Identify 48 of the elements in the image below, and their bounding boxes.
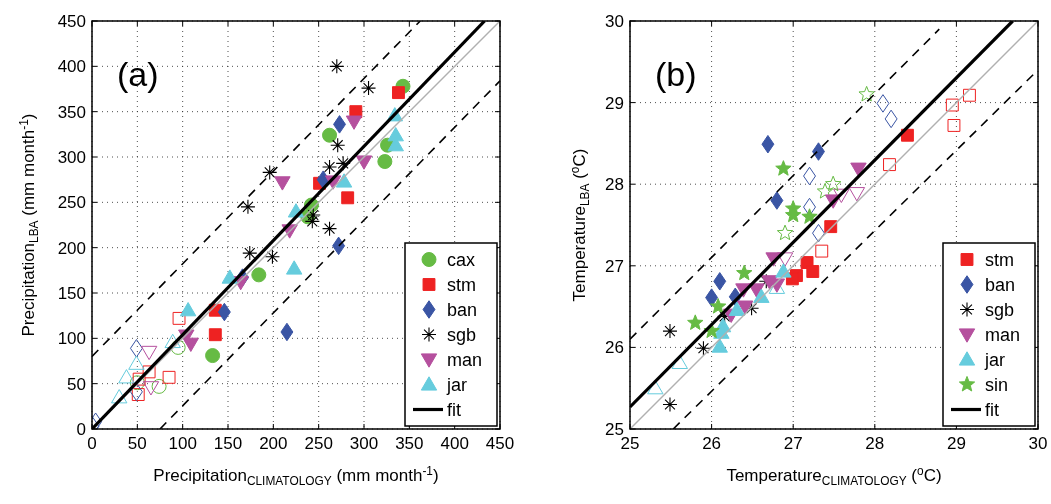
- y-tick-label: 450: [57, 12, 86, 31]
- x-tick-label: 300: [349, 434, 379, 453]
- y-tick-label: 0: [76, 420, 86, 439]
- x-tick-label: 28: [865, 434, 885, 453]
- y-tick-label: 200: [57, 238, 86, 258]
- x-tick-label: 200: [259, 434, 288, 453]
- legend-label: fit: [447, 399, 462, 420]
- x-tick-label: 100: [168, 434, 197, 453]
- legend-label: stm: [447, 274, 476, 295]
- x-tick-label: 150: [213, 434, 243, 453]
- y-tick-label: 27: [605, 256, 624, 276]
- x-tick-label: 30: [1028, 434, 1048, 453]
- annotation: (a): [117, 55, 159, 93]
- legend-label: ban: [985, 274, 1016, 295]
- legend-label: sgb: [985, 299, 1015, 320]
- legend-label: man: [985, 324, 1021, 345]
- x-tick-label: 25: [620, 434, 640, 453]
- y-tick-label: 29: [605, 93, 624, 113]
- legend-label: jar: [984, 349, 1006, 370]
- y-tick-label: 250: [57, 193, 86, 213]
- annotation: (b): [655, 55, 697, 93]
- y-tick-label: 30: [605, 12, 624, 31]
- x-tick-label: 250: [304, 434, 333, 453]
- legend-label: sgb: [447, 324, 477, 345]
- x-tick-label: 50: [127, 434, 147, 453]
- x-axis-title: Temperature$_{CLIMATOLOGY}$ ($^{o}$C): [726, 464, 942, 489]
- x-axis-title: Precipitation$_{CLIMATOLOGY}$ (mm month$^{-1}$): [153, 464, 439, 489]
- x-tick-label: 350: [395, 434, 424, 453]
- x-tick-label: 450: [485, 434, 515, 453]
- x-tick-label: 27: [783, 434, 803, 453]
- x-tick-label: 26: [702, 434, 722, 453]
- y-tick-label: 400: [57, 57, 86, 77]
- y-tick-label: 26: [605, 338, 624, 358]
- y-tick-label: 28: [605, 175, 624, 195]
- y-tick-label: 350: [57, 102, 86, 122]
- y-tick-label: 50: [67, 374, 86, 394]
- legend-label: fit: [985, 399, 1000, 420]
- x-tick-label: 29: [946, 434, 966, 453]
- y-tick-label: 150: [57, 284, 86, 303]
- x-tick-label: 400: [440, 434, 469, 453]
- y-tick-label: 100: [57, 329, 86, 349]
- legend-label: ban: [447, 299, 478, 320]
- legend-label: jar: [446, 374, 468, 395]
- legend-label: man: [447, 349, 483, 370]
- legend-label: stm: [985, 249, 1014, 270]
- y-tick-label: 300: [57, 148, 86, 167]
- legend-label: cax: [447, 249, 476, 270]
- legend-label: sin: [985, 374, 1009, 395]
